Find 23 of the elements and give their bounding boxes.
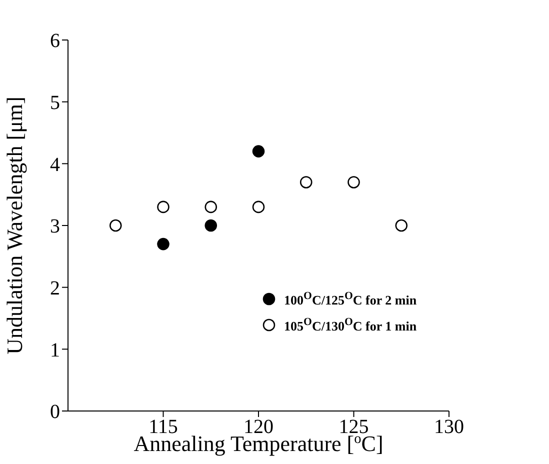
x-tick-label: 115 — [148, 416, 178, 438]
point — [348, 176, 360, 188]
point — [109, 219, 122, 232]
y-tick-label: 3 — [50, 216, 60, 238]
legend-label: 105$^{O}$C/130$^{O}$C for 1 min — [284, 316, 417, 335]
y-tick-label: 2 — [50, 277, 60, 300]
point — [204, 219, 218, 232]
point — [395, 219, 408, 232]
y-tick-label: 1 — [50, 339, 60, 362]
x-tick-label: 120 — [244, 416, 274, 438]
x-tick-label: 130 — [434, 416, 464, 438]
y-tick-label: 0 — [50, 401, 60, 424]
point — [252, 200, 265, 214]
point — [300, 176, 312, 188]
legend-label: 100$^{O}$C/125$^{O}$C for 2 min — [284, 290, 417, 308]
y-tick-label: 6 — [50, 30, 60, 52]
point — [204, 200, 218, 214]
y-axis-title: Undulation Wavelength [μm] — [2, 96, 27, 354]
point — [157, 238, 170, 250]
point — [157, 200, 170, 214]
y-tick-label: 5 — [50, 92, 60, 114]
point — [252, 145, 265, 158]
y-tick-label: 4 — [50, 154, 60, 176]
